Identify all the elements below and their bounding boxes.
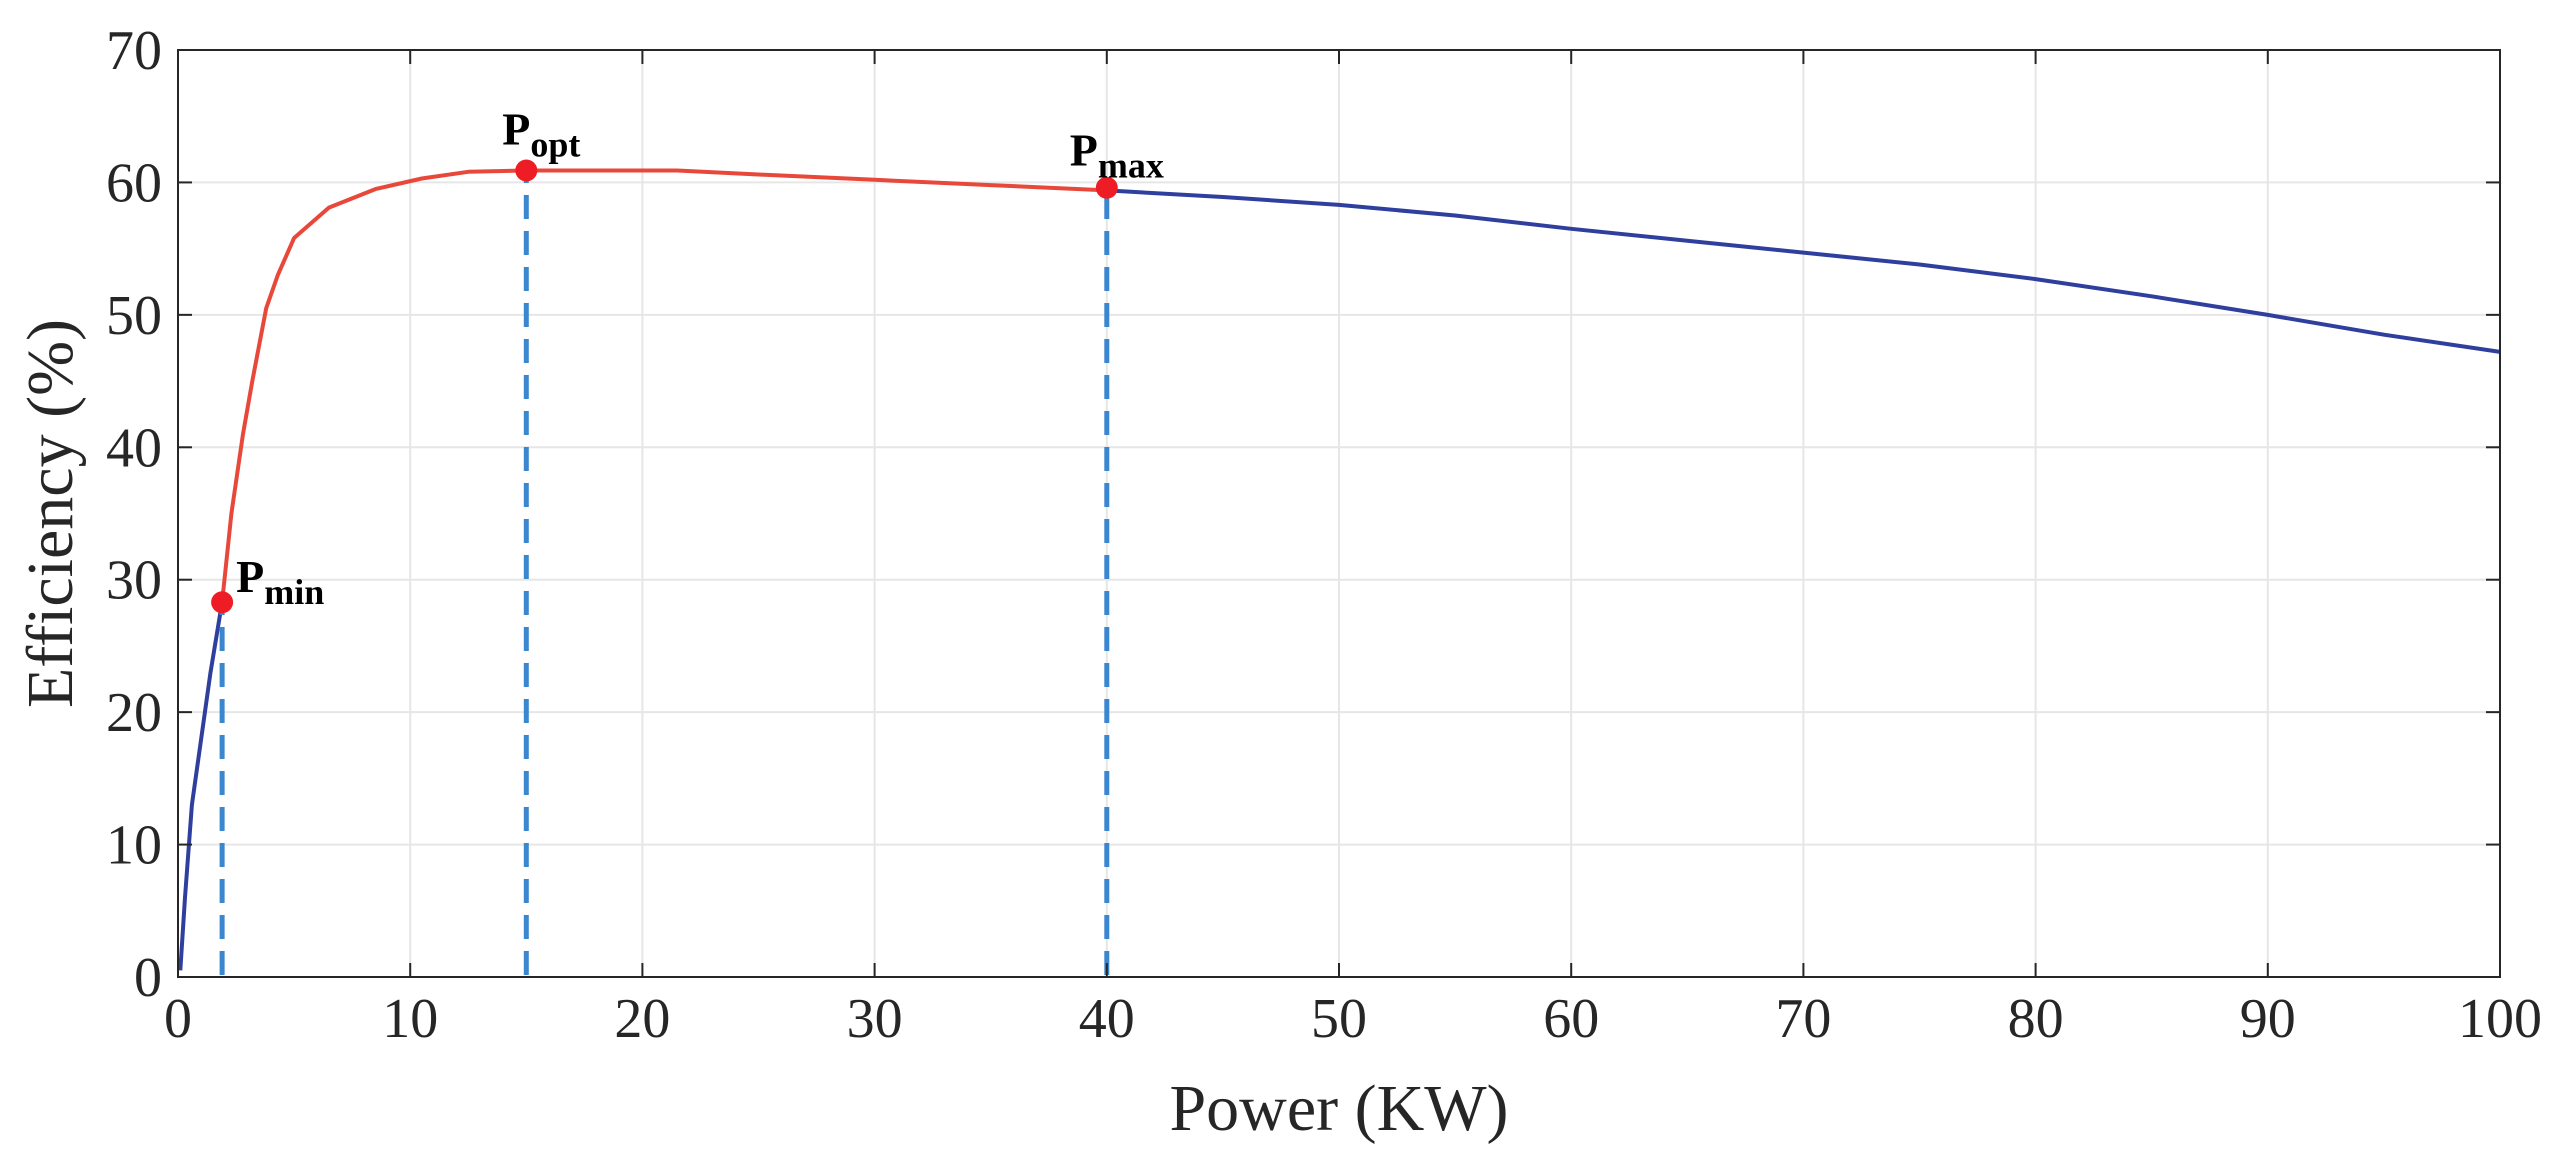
marker-label-min: Pmin xyxy=(236,551,324,612)
marker-label-main: P xyxy=(502,104,530,155)
y-axis-title: Efficiency (%) xyxy=(14,319,87,708)
x-tick-label: 90 xyxy=(2240,988,2296,1050)
x-tick-label: 50 xyxy=(1311,988,1367,1050)
marker-label-subscript: min xyxy=(264,572,324,612)
x-tick-label: 40 xyxy=(1079,988,1135,1050)
grid-lines xyxy=(178,50,2500,977)
marker-label-opt: Popt xyxy=(502,104,580,165)
y-tick-label: 0 xyxy=(134,947,162,1009)
y-tick-label: 30 xyxy=(106,550,162,612)
series-line-efficiency-low xyxy=(178,601,225,971)
y-tick-label: 10 xyxy=(106,815,162,877)
x-tick-label: 70 xyxy=(1775,988,1831,1050)
marker-opt xyxy=(515,159,538,182)
y-tick-label: 60 xyxy=(106,152,162,214)
marker-label-main: P xyxy=(236,551,264,602)
marker-min xyxy=(211,591,234,614)
y-tick-label: 40 xyxy=(106,417,162,479)
x-tick-label: 30 xyxy=(847,988,903,1050)
marker-label-subscript: opt xyxy=(530,125,580,165)
x-tick-label: 0 xyxy=(164,988,192,1050)
marker-label-main: P xyxy=(1070,125,1098,176)
x-tick-label: 10 xyxy=(382,988,438,1050)
marker-max xyxy=(1095,176,1118,199)
marker-label-subscript: max xyxy=(1098,146,1164,186)
series-line-efficiency-operating xyxy=(220,168,1107,603)
x-tick-label: 20 xyxy=(614,988,670,1050)
series-group xyxy=(178,168,2501,971)
series-line-efficiency-high xyxy=(1106,188,2501,354)
marker-label-max: Pmax xyxy=(1070,125,1164,186)
x-tick-label: 80 xyxy=(2008,988,2064,1050)
y-tick-label: 20 xyxy=(106,682,162,744)
axis-ticks: 0 10 20 30 40 50 60 70 80 90 100 0 10 20 30 40 50 60 70 xyxy=(106,20,2542,1050)
marker-guides xyxy=(219,170,1110,975)
y-tick-label: 70 xyxy=(106,20,162,82)
x-axis-title: Power (KW) xyxy=(1169,1072,1508,1145)
y-tick-label: 50 xyxy=(106,285,162,347)
x-tick-label: 60 xyxy=(1543,988,1599,1050)
x-tick-label: 100 xyxy=(2458,988,2542,1050)
